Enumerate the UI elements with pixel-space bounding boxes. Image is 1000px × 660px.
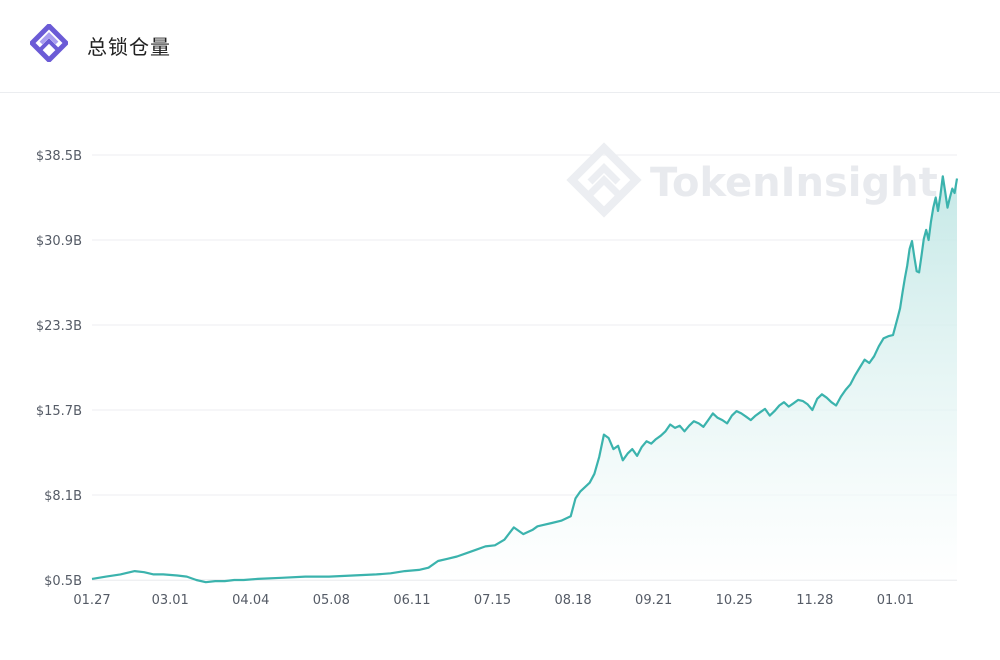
x-tick-label: 01.01 bbox=[877, 593, 914, 608]
tokeninsight-watermark-icon bbox=[566, 142, 642, 218]
y-tick-label: $15.7B bbox=[36, 404, 82, 419]
x-tick-label: 11.28 bbox=[796, 593, 833, 608]
watermark-text: TokenInsight bbox=[650, 160, 938, 206]
x-tick-label: 07.15 bbox=[474, 593, 511, 608]
x-tick-label: 04.04 bbox=[232, 593, 269, 608]
y-tick-label: $8.1B bbox=[44, 489, 82, 504]
x-tick-label: 03.01 bbox=[152, 593, 189, 608]
watermark: TokenInsight bbox=[566, 142, 938, 218]
page-title: 总锁仓量 bbox=[87, 35, 171, 59]
x-tick-label: 09.21 bbox=[635, 593, 672, 608]
y-tick-label: $23.3B bbox=[36, 319, 82, 334]
tvl-area-fill bbox=[92, 176, 957, 583]
tvl-area-chart: TokenInsight $0.5B $8.1B $15.7B $23.3B $30.9… bbox=[36, 142, 959, 608]
x-tick-label: 08.18 bbox=[554, 593, 591, 608]
y-tick-label: $0.5B bbox=[44, 574, 82, 589]
tokeninsight-logo-icon bbox=[30, 24, 68, 62]
tvl-series-line bbox=[91, 175, 959, 584]
y-tick-label: $30.9B bbox=[36, 234, 82, 249]
x-tick-label: 01.27 bbox=[73, 593, 110, 608]
x-tick-label: 05.08 bbox=[313, 593, 350, 608]
card-header: 总锁仓量 bbox=[0, 0, 1000, 93]
x-tick-label: 06.11 bbox=[393, 593, 430, 608]
x-tick-label: 10.25 bbox=[716, 593, 753, 608]
y-tick-label: $38.5B bbox=[36, 149, 82, 164]
